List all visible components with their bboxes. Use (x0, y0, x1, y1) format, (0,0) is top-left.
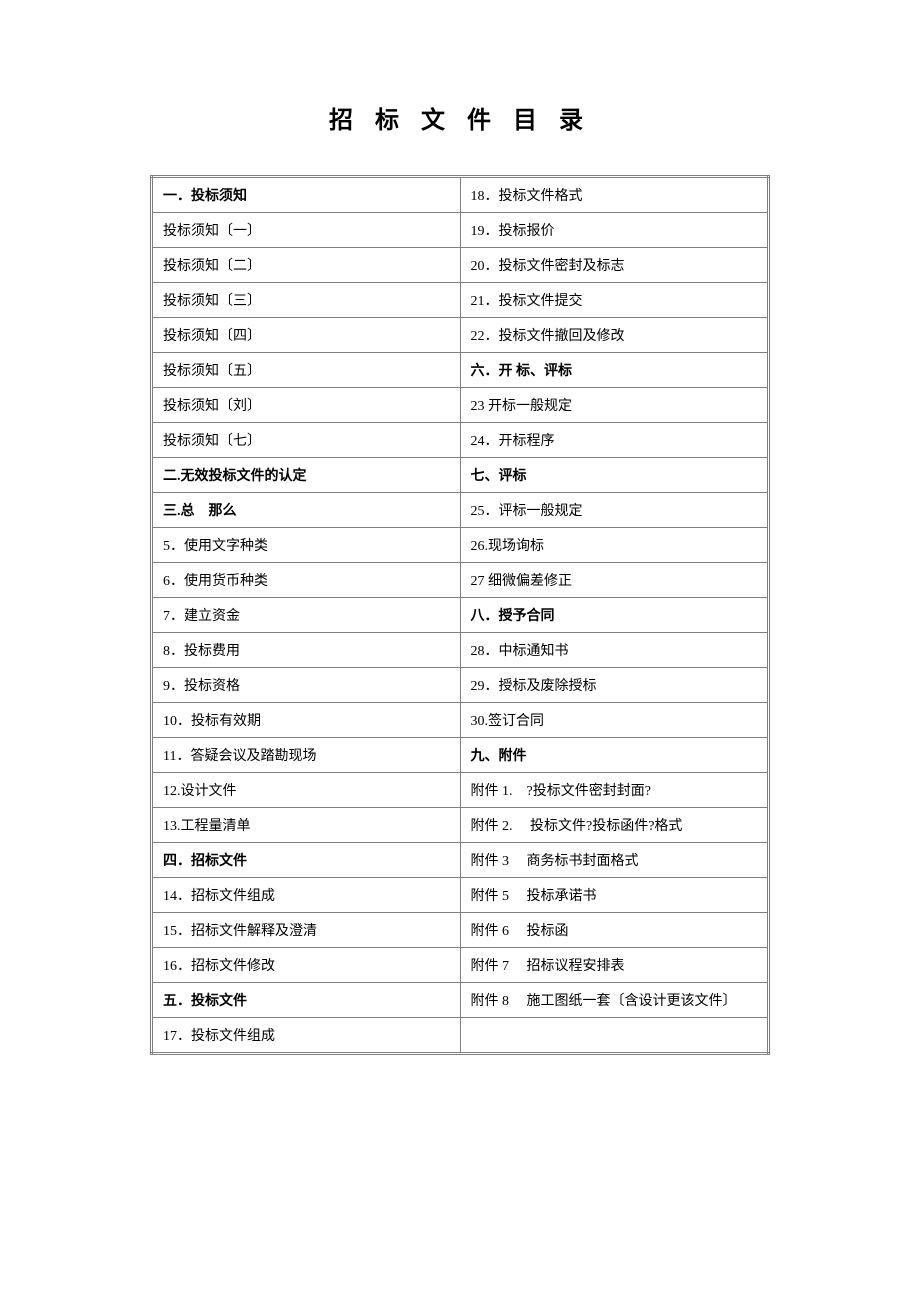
toc-cell-left: 5．使用文字种类 (152, 528, 461, 563)
table-row: 三.总 那么25．评标一般规定 (152, 493, 769, 528)
table-row: 10．投标有效期30.签订合同 (152, 703, 769, 738)
toc-cell-right: 20．投标文件密封及标志 (460, 248, 769, 283)
table-row: 投标须知〔五〕六．开 标、评标 (152, 353, 769, 388)
table-row: 17．投标文件组成 (152, 1018, 769, 1054)
table-row: 投标须知〔二〕20．投标文件密封及标志 (152, 248, 769, 283)
toc-table: 一．投标须知18．投标文件格式投标须知〔一〕19．投标报价投标须知〔二〕20．投… (150, 175, 770, 1055)
toc-cell-left: 投标须知〔二〕 (152, 248, 461, 283)
toc-cell-right: 附件 7 招标议程安排表 (460, 948, 769, 983)
toc-cell-left: 12.设计文件 (152, 773, 461, 808)
table-row: 投标须知〔刘〕23 开标一般规定 (152, 388, 769, 423)
toc-cell-left: 一．投标须知 (152, 177, 461, 213)
toc-cell-right: 附件 3 商务标书封面格式 (460, 843, 769, 878)
table-row: 12.设计文件附件 1. ?投标文件密封封面? (152, 773, 769, 808)
table-row: 投标须知〔七〕24．开标程序 (152, 423, 769, 458)
toc-cell-left: 17．投标文件组成 (152, 1018, 461, 1054)
toc-cell-right: 19．投标报价 (460, 213, 769, 248)
table-row: 15．招标文件解释及澄清附件 6 投标函 (152, 913, 769, 948)
toc-cell-left: 五．投标文件 (152, 983, 461, 1018)
toc-cell-right: 28．中标通知书 (460, 633, 769, 668)
table-row: 7．建立资金八．授予合同 (152, 598, 769, 633)
toc-cell-right: 25．评标一般规定 (460, 493, 769, 528)
document-title: 招 标 文 件 目 录 (150, 100, 770, 135)
toc-cell-right: 24．开标程序 (460, 423, 769, 458)
toc-cell-right: 七、评标 (460, 458, 769, 493)
toc-cell-right: 六．开 标、评标 (460, 353, 769, 388)
table-row: 6．使用货币种类27 细微偏差修正 (152, 563, 769, 598)
toc-cell-left: 15．招标文件解释及澄清 (152, 913, 461, 948)
toc-cell-left: 16．招标文件修改 (152, 948, 461, 983)
toc-cell-right: 附件 1. ?投标文件密封封面? (460, 773, 769, 808)
toc-cell-right: 23 开标一般规定 (460, 388, 769, 423)
toc-cell-right: 26.现场询标 (460, 528, 769, 563)
toc-cell-left: 投标须知〔一〕 (152, 213, 461, 248)
toc-cell-right: 22．投标文件撤回及修改 (460, 318, 769, 353)
table-row: 投标须知〔四〕22．投标文件撤回及修改 (152, 318, 769, 353)
toc-cell-left: 投标须知〔刘〕 (152, 388, 461, 423)
toc-cell-left: 投标须知〔四〕 (152, 318, 461, 353)
toc-cell-right: 30.签订合同 (460, 703, 769, 738)
toc-cell-right: 附件 2. 投标文件?投标函件?格式 (460, 808, 769, 843)
toc-cell-left: 6．使用货币种类 (152, 563, 461, 598)
toc-cell-left: 11．答疑会议及踏勘现场 (152, 738, 461, 773)
table-row: 9．投标资格29．授标及废除授标 (152, 668, 769, 703)
table-row: 13.工程量清单附件 2. 投标文件?投标函件?格式 (152, 808, 769, 843)
toc-cell-right: 附件 5 投标承诺书 (460, 878, 769, 913)
table-row: 5．使用文字种类26.现场询标 (152, 528, 769, 563)
toc-cell-right: 九、附件 (460, 738, 769, 773)
table-row: 二.无效投标文件的认定七、评标 (152, 458, 769, 493)
table-row: 8．投标费用28．中标通知书 (152, 633, 769, 668)
table-row: 投标须知〔三〕21．投标文件提交 (152, 283, 769, 318)
table-row: 16．招标文件修改附件 7 招标议程安排表 (152, 948, 769, 983)
table-row: 14．招标文件组成附件 5 投标承诺书 (152, 878, 769, 913)
table-row: 11．答疑会议及踏勘现场九、附件 (152, 738, 769, 773)
toc-table-body: 一．投标须知18．投标文件格式投标须知〔一〕19．投标报价投标须知〔二〕20．投… (152, 177, 769, 1054)
toc-cell-left: 7．建立资金 (152, 598, 461, 633)
toc-cell-right: 27 细微偏差修正 (460, 563, 769, 598)
toc-cell-right: 18．投标文件格式 (460, 177, 769, 213)
toc-cell-right: 29．授标及废除授标 (460, 668, 769, 703)
toc-cell-right (460, 1018, 769, 1054)
toc-cell-left: 10．投标有效期 (152, 703, 461, 738)
toc-cell-right: 八．授予合同 (460, 598, 769, 633)
toc-cell-left: 投标须知〔五〕 (152, 353, 461, 388)
toc-cell-left: 四．招标文件 (152, 843, 461, 878)
toc-cell-left: 二.无效投标文件的认定 (152, 458, 461, 493)
table-row: 一．投标须知18．投标文件格式 (152, 177, 769, 213)
toc-cell-right: 附件 8 施工图纸一套〔含设计更该文件〕 (460, 983, 769, 1018)
toc-cell-right: 附件 6 投标函 (460, 913, 769, 948)
table-row: 四．招标文件附件 3 商务标书封面格式 (152, 843, 769, 878)
toc-cell-left: 三.总 那么 (152, 493, 461, 528)
toc-cell-left: 投标须知〔三〕 (152, 283, 461, 318)
toc-cell-left: 13.工程量清单 (152, 808, 461, 843)
table-row: 五．投标文件附件 8 施工图纸一套〔含设计更该文件〕 (152, 983, 769, 1018)
toc-cell-left: 投标须知〔七〕 (152, 423, 461, 458)
table-row: 投标须知〔一〕19．投标报价 (152, 213, 769, 248)
toc-cell-left: 14．招标文件组成 (152, 878, 461, 913)
toc-cell-left: 9．投标资格 (152, 668, 461, 703)
toc-cell-right: 21．投标文件提交 (460, 283, 769, 318)
toc-cell-left: 8．投标费用 (152, 633, 461, 668)
